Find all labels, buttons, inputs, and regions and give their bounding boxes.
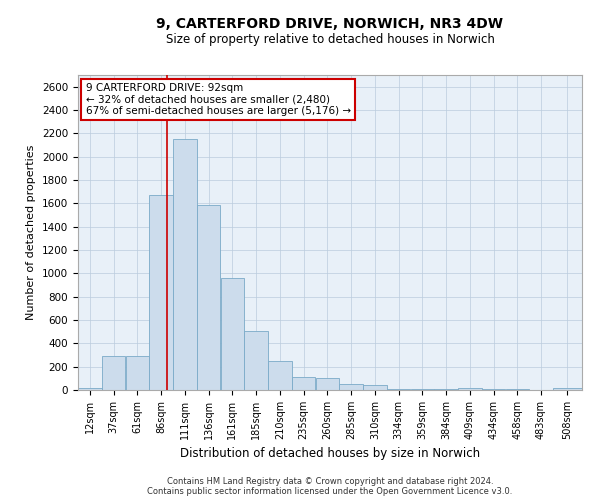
Text: 9, CARTERFORD DRIVE, NORWICH, NR3 4DW: 9, CARTERFORD DRIVE, NORWICH, NR3 4DW	[157, 18, 503, 32]
Text: Contains HM Land Registry data © Crown copyright and database right 2024.: Contains HM Land Registry data © Crown c…	[167, 478, 493, 486]
Bar	[410, 389, 434, 390]
Bar	[553, 388, 582, 390]
X-axis label: Distribution of detached houses by size in Norwich: Distribution of detached houses by size …	[180, 448, 480, 460]
Bar	[78, 388, 101, 390]
Bar	[125, 356, 149, 390]
Bar	[458, 388, 482, 390]
Y-axis label: Number of detached properties: Number of detached properties	[26, 145, 37, 320]
Bar	[244, 331, 268, 390]
Bar	[197, 204, 220, 390]
Bar	[268, 362, 292, 390]
Bar	[363, 386, 386, 390]
Bar	[173, 139, 197, 390]
Bar	[149, 195, 173, 390]
Text: Size of property relative to detached houses in Norwich: Size of property relative to detached ho…	[166, 32, 494, 46]
Bar	[316, 378, 339, 390]
Bar	[340, 384, 363, 390]
Text: 9 CARTERFORD DRIVE: 92sqm
← 32% of detached houses are smaller (2,480)
67% of se: 9 CARTERFORD DRIVE: 92sqm ← 32% of detac…	[86, 83, 350, 116]
Bar	[221, 278, 244, 390]
Bar	[387, 389, 410, 390]
Bar	[292, 376, 316, 390]
Bar	[102, 356, 125, 390]
Text: Contains public sector information licensed under the Open Government Licence v3: Contains public sector information licen…	[148, 488, 512, 496]
